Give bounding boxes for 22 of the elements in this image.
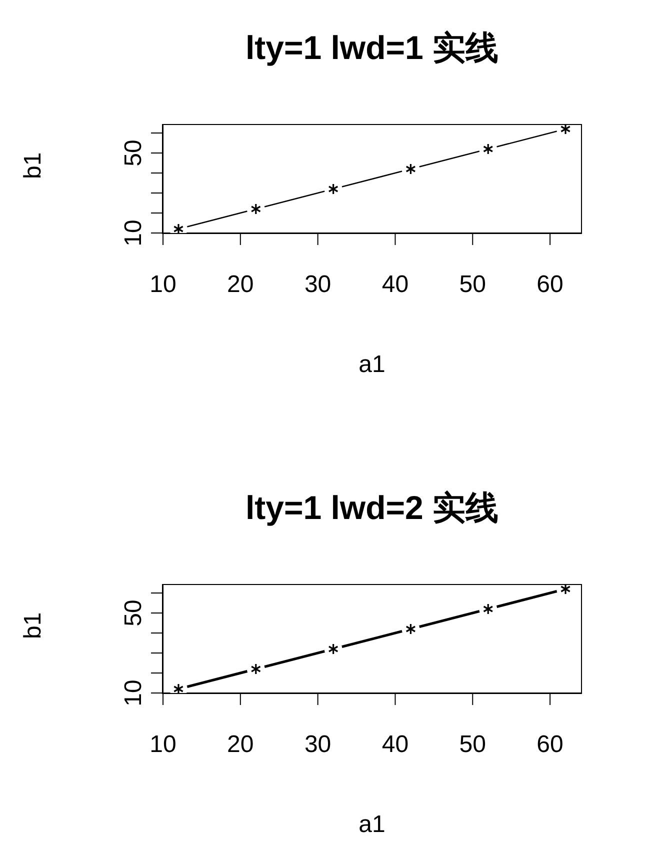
x-tick-label: 40 <box>382 271 409 298</box>
x-tick-label: 30 <box>304 271 332 298</box>
x-axis-title: a1 <box>358 351 386 378</box>
x-tick-label: 40 <box>382 731 409 758</box>
x-tick-label: 20 <box>227 731 254 758</box>
y-axis-title: b1 <box>20 152 47 179</box>
y-tick-label: 50 <box>120 600 147 626</box>
y-tick-label: 10 <box>120 220 147 246</box>
x-tick-label: 50 <box>459 731 486 758</box>
x-tick-label: 20 <box>227 271 254 298</box>
x-tick-label: 50 <box>459 271 486 298</box>
x-tick-label: 60 <box>536 271 564 298</box>
y-tick-label: 50 <box>120 140 147 166</box>
x-tick-label: 60 <box>536 731 564 758</box>
x-tick-label: 30 <box>304 731 332 758</box>
chart-title: lty=1 lwd=2 实线 <box>244 488 500 528</box>
y-axis-title: b1 <box>20 612 47 639</box>
x-tick-label: 10 <box>150 271 176 298</box>
y-tick-label: 10 <box>120 680 147 706</box>
x-axis-title: a1 <box>358 811 386 838</box>
x-tick-label: 10 <box>150 731 176 758</box>
chart-title: lty=1 lwd=1 实线 <box>244 28 500 68</box>
